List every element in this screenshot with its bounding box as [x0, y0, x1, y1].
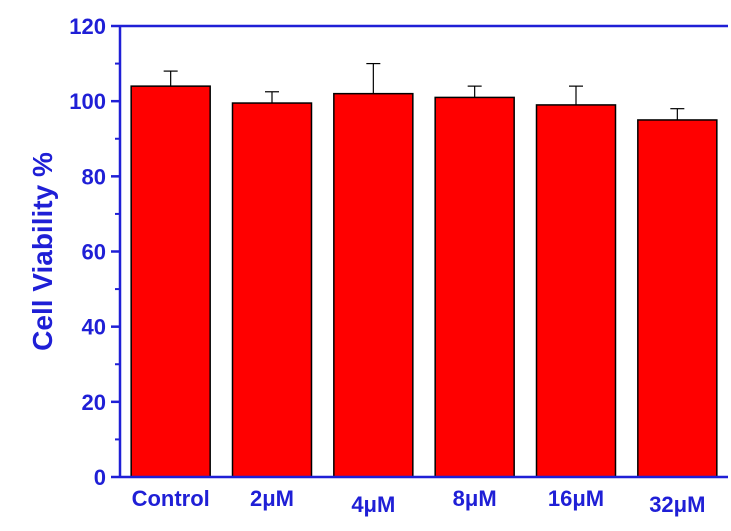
- y-tick-label: 20: [82, 390, 106, 415]
- axes-layer: [111, 24, 728, 479]
- bar-0: [130, 85, 211, 478]
- labels-layer: 0 20 40 60 80 100 120 Control 2μM 4μM 8μM 16μM 32μM: [69, 14, 705, 517]
- y-tick-label: 40: [82, 315, 106, 340]
- x-category-label: 16μM: [548, 486, 604, 511]
- y-tick-label: 100: [69, 89, 106, 114]
- x-category-label: 2μM: [250, 486, 294, 511]
- x-category-label: 4μM: [351, 492, 395, 517]
- x-category-label: 8μM: [453, 486, 497, 511]
- x-category-label: 32μM: [649, 492, 705, 517]
- bar-1: [231, 102, 313, 478]
- error-bars-layer: [163, 62, 685, 120]
- bar-2: [333, 92, 414, 478]
- bar-4: [535, 104, 617, 478]
- bar-3: [434, 96, 515, 478]
- y-tick-label: 120: [69, 14, 106, 39]
- y-axis-title: Cell Viability %: [27, 152, 58, 351]
- y-tick-label: 0: [94, 465, 106, 490]
- bars-layer: [130, 85, 718, 478]
- y-tick-label: 80: [82, 164, 106, 189]
- bar-5: [637, 119, 718, 478]
- x-category-label: Control: [132, 486, 210, 511]
- y-tick-label: 60: [82, 240, 106, 265]
